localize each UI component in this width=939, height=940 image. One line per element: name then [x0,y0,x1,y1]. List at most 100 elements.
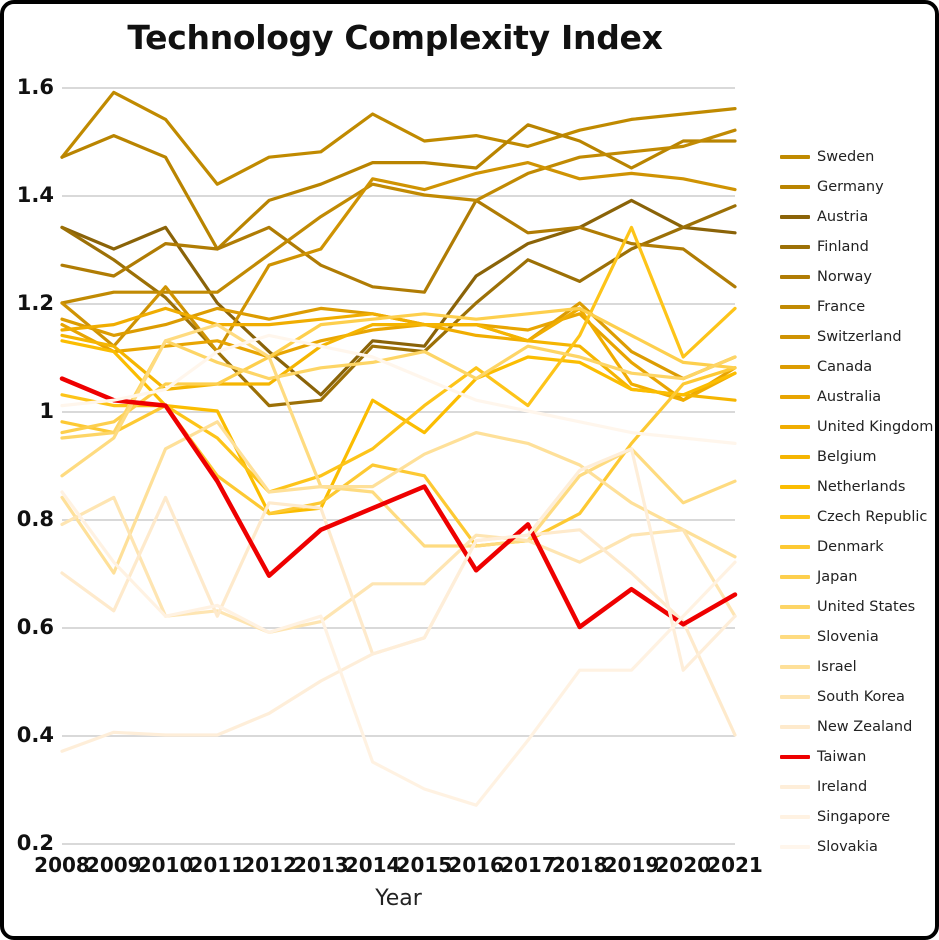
legend-color-swatch-icon [780,605,810,609]
x-axis-title: Year [375,886,422,911]
x-axis-tick-label: 2018 [551,853,608,877]
gridline [62,735,735,737]
legend-color-swatch-icon [780,485,810,489]
legend-item[interactable]: Slovenia [780,622,939,652]
series-line [60,420,737,575]
legend-item[interactable]: United States [780,592,939,622]
legend-item[interactable]: Switzerland [780,322,939,352]
y-axis-tick-label: 0.2 [16,831,54,855]
legend-color-swatch-icon [780,155,810,159]
legend-color-swatch-icon [780,635,810,639]
legend-item-label: Czech Republic [817,509,928,525]
legend-item-label: Taiwan [817,749,867,765]
legend-item-label: Slovenia [817,629,879,645]
series-line [60,323,737,402]
legend-color-swatch-icon [780,785,810,789]
legend-color-swatch-icon [780,515,810,519]
legend-item-label: Ireland [817,779,868,795]
x-axis-tick-label: 2020 [655,853,712,877]
legend-item[interactable]: Germany [780,172,939,202]
x-axis-tick-label: 2014 [344,853,401,877]
legend-item-label: Sweden [817,149,875,165]
legend-item[interactable]: Sweden [780,142,939,172]
x-axis-tick-label: 2016 [448,853,504,877]
legend-color-swatch-icon [780,665,810,669]
legend-item-label: South Korea [817,689,905,705]
y-axis-tick-labels: 1.6 1.4 1.2 1 0.8 0.6 0.4 0.2 [0,75,54,855]
series-line [60,333,737,445]
x-axis-tick-label: 2015 [396,853,453,877]
x-axis-tick-label: 2008 [34,853,90,877]
x-axis-tick-label: 2010 [137,853,194,877]
legend-item[interactable]: Singapore [780,802,939,832]
series-line [60,447,737,753]
x-axis-tick-label: 2009 [85,853,142,877]
legend-item-label: Japan [817,569,858,585]
legend-item[interactable]: Australia [780,382,939,412]
legend: Sweden Germany Austria Finland Norway France S… [780,142,939,862]
gridline [62,411,735,413]
legend-item[interactable]: New Zealand [780,712,939,742]
legend-item[interactable]: France [780,292,939,322]
legend-item-label: France [817,299,866,315]
series-lines-layer [59,90,738,807]
legend-item[interactable]: South Korea [780,682,939,712]
legend-item[interactable]: Norway [780,262,939,292]
y-axis-tick-label: 1.4 [16,183,54,207]
legend-color-swatch-icon [780,545,810,549]
legend-item-label: Slovakia [817,839,878,855]
y-axis-tick-label: 0.8 [16,507,54,531]
legend-color-swatch-icon [780,815,810,819]
legend-color-swatch-icon [780,395,810,399]
legend-item[interactable]: Ireland [780,772,939,802]
legend-item[interactable]: Belgium [780,442,939,472]
series-line [60,339,737,440]
legend-color-swatch-icon [780,305,810,309]
chart-title: Technology Complexity Index [127,18,663,57]
legend-item[interactable]: Finland [780,232,939,262]
legend-item[interactable]: Austria [780,202,939,232]
legend-item[interactable]: Denmark [780,532,939,562]
x-axis-tick-label: 2012 [241,853,297,877]
legend-item[interactable]: Israel [780,652,939,682]
legend-item-label: Norway [817,269,873,285]
legend-color-swatch-icon [780,245,810,249]
legend-color-swatch-icon [780,185,810,189]
legend-color-swatch-icon [780,275,810,279]
series-line [60,490,737,807]
gridline [62,87,735,89]
gridline [62,843,735,845]
legend-color-swatch-icon [780,755,810,759]
y-axis-tick-label: 1 [39,399,54,423]
series-line [60,128,737,305]
series-line [60,198,737,397]
legend-item[interactable]: Netherlands [780,472,939,502]
legend-item-label: Switzerland [817,329,902,345]
x-axis-tick-label: 2021 [707,853,763,877]
legend-item[interactable]: Japan [780,562,939,592]
legend-color-swatch-icon [780,695,810,699]
x-axis-tick-label: 2017 [500,853,556,877]
legend-item[interactable]: United Kingdom [780,412,939,442]
legend-item-label: United Kingdom [817,419,934,435]
legend-item[interactable]: Slovakia [780,832,939,862]
legend-item[interactable]: Taiwan [780,742,939,772]
legend-color-swatch-icon [780,365,810,369]
legend-color-swatch-icon [780,725,810,729]
x-axis-tick-label: 2013 [293,853,349,877]
legend-item-label: New Zealand [817,719,913,735]
series-line [60,90,737,186]
legend-item-label: Denmark [817,539,884,555]
series-line [60,204,737,408]
legend-item[interactable]: Canada [780,352,939,382]
legend-item[interactable]: Czech Republic [780,502,939,532]
legend-color-swatch-icon [780,575,810,579]
legend-item-label: Singapore [817,809,891,825]
legend-item-label: Finland [817,239,869,255]
legend-item-label: Australia [817,389,882,405]
series-line [59,376,738,630]
series-line [60,198,737,294]
legend-item-label: United States [817,599,916,615]
x-axis-tick-label: 2011 [189,853,246,877]
